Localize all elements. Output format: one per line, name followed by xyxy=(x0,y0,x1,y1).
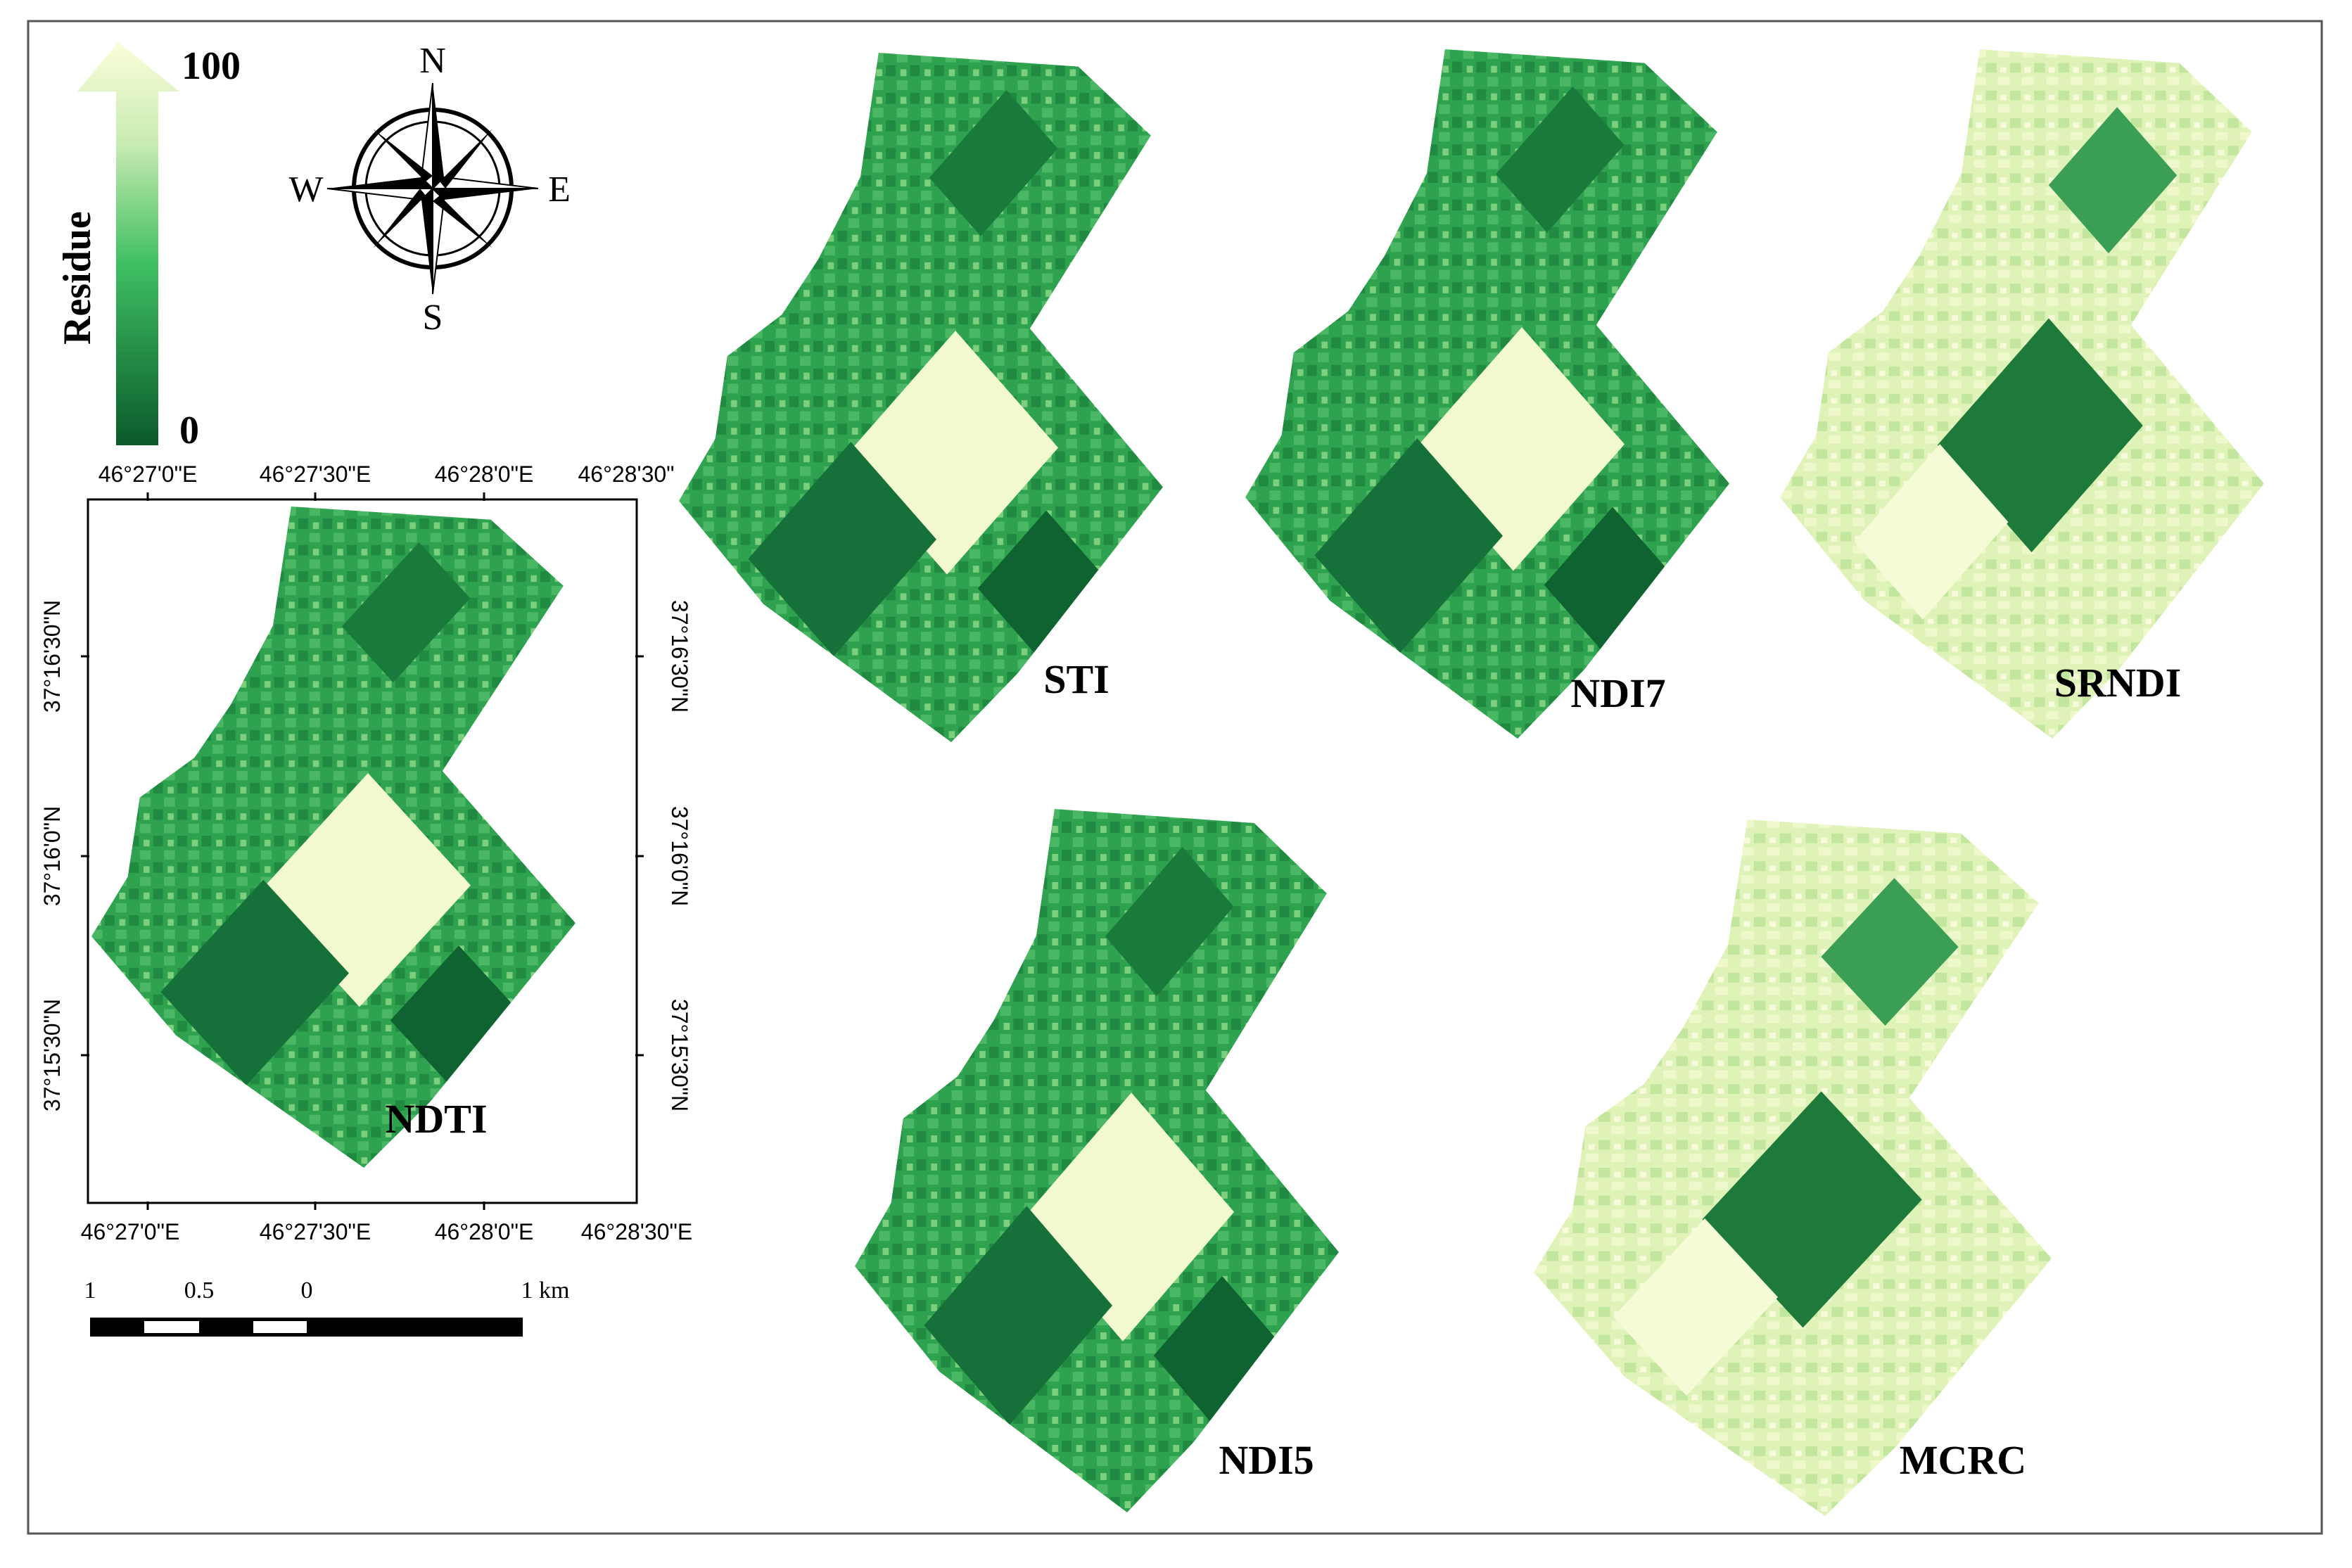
field-parcel xyxy=(341,542,471,683)
residue-maps: NDTI STI NDI7 SRNDI NDI5 MCRC xyxy=(91,49,2264,1516)
map-srndi: SRNDI xyxy=(1780,49,2264,739)
field-parcel xyxy=(1314,438,1503,654)
map-label-sti: STI xyxy=(1043,656,1110,702)
top-lon-label-2: 46°27'30"E xyxy=(260,461,371,487)
field-parcel xyxy=(1544,506,1673,654)
map-label-srndi: SRNDI xyxy=(2054,660,2182,706)
field-parcel xyxy=(1854,444,2009,620)
map-ndti: NDTI xyxy=(91,506,576,1168)
field-parcel xyxy=(1495,86,1625,233)
right-lat-label-3: 37°15'30"N xyxy=(667,999,692,1111)
scale-label-3: 0 xyxy=(301,1277,313,1304)
map-label-ndti: NDTI xyxy=(385,1096,487,1142)
legend-max-label: 100 xyxy=(182,44,241,88)
residue-legend: 100 0 Residue xyxy=(56,42,241,452)
field-parcel xyxy=(1937,318,2143,553)
field-parcel xyxy=(748,442,936,657)
map-label-ndi5: NDI5 xyxy=(1219,1437,1314,1483)
scale-label-4: 1 km xyxy=(521,1277,570,1304)
top-lon-label-3: 46°28'0"E xyxy=(435,461,534,487)
field-parcel xyxy=(929,89,1058,236)
scale-label-1: 1 xyxy=(84,1277,96,1304)
bottom-lon-label-3: 46°28'0"E xyxy=(435,1219,534,1244)
top-lon-label-1: 46°27'0"E xyxy=(98,461,198,487)
right-lat-label-2: 37°16'0"N xyxy=(667,806,692,906)
left-lat-label-1: 37°16'30"N xyxy=(39,600,65,713)
compass-west: W xyxy=(288,170,323,210)
bottom-lon-label-1: 46°27'0"E xyxy=(81,1219,180,1244)
legend-color-ramp xyxy=(77,42,179,445)
bottom-lon-label-2: 46°27'30"E xyxy=(260,1219,371,1244)
field-parcel xyxy=(1613,1218,1779,1396)
bottom-lon-label-4: 46°28'30"E xyxy=(581,1219,692,1244)
scale-label-2: 0.5 xyxy=(184,1277,215,1304)
compass-east: E xyxy=(548,170,571,210)
field-parcel xyxy=(2048,107,2178,254)
right-lat-label-1: 37°16'30"N xyxy=(667,600,692,713)
field-parcel xyxy=(1153,1275,1283,1426)
legend-title: Residue xyxy=(56,211,99,345)
legend-min-label: 0 xyxy=(179,409,199,452)
map-ndi5: NDI5 xyxy=(855,809,1339,1512)
map-sti: STI xyxy=(679,53,1163,742)
map-ndi7: NDI7 xyxy=(1245,49,1729,739)
field-parcel xyxy=(160,879,349,1086)
compass-north: N xyxy=(419,41,446,81)
compass-south: S xyxy=(423,298,443,338)
top-lon-label-4: 46°28'30" xyxy=(578,461,674,487)
left-lat-label-3: 37°15'30"N xyxy=(39,999,65,1111)
field-parcel xyxy=(977,510,1107,657)
field-parcel xyxy=(390,945,519,1086)
field-parcel xyxy=(1105,846,1234,997)
map-label-ndi7: NDI7 xyxy=(1570,670,1665,716)
map-label-mcrc: MCRC xyxy=(1900,1437,2026,1483)
compass-rose-icon: N S E W xyxy=(288,41,570,338)
field-parcel xyxy=(1702,1091,1922,1328)
map-mcrc: MCRC xyxy=(1534,820,2052,1516)
scale-bar: 1 0.5 0 1 km xyxy=(84,1277,570,1337)
field-parcel xyxy=(1821,878,1959,1026)
left-lat-label-2: 37°16'0"N xyxy=(39,806,65,906)
field-parcel xyxy=(924,1206,1112,1425)
